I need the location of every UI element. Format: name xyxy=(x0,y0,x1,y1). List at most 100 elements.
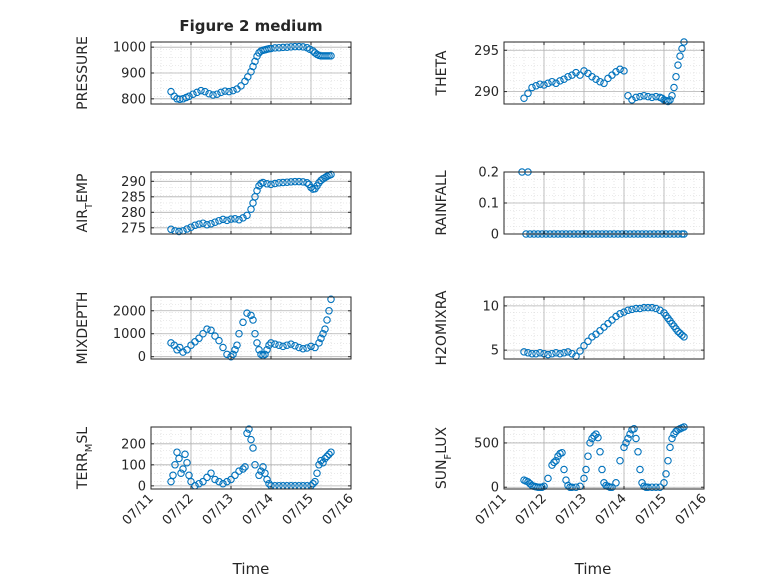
data-point xyxy=(524,349,532,357)
data-point xyxy=(187,223,195,231)
data-point xyxy=(323,452,331,461)
data-point xyxy=(203,220,211,229)
data-point xyxy=(195,479,203,488)
data-point xyxy=(584,337,592,346)
data-point xyxy=(183,225,191,233)
data-point xyxy=(520,94,528,102)
y-tick-label: 0.2 xyxy=(478,166,499,181)
data-point xyxy=(295,177,303,186)
data-point xyxy=(195,220,203,228)
figure-title: Figure 2 medium xyxy=(179,17,322,35)
data-point xyxy=(313,469,321,477)
data-point xyxy=(223,477,231,486)
data-point xyxy=(247,311,255,320)
data-point xyxy=(221,87,229,95)
y-axis-label-part: F xyxy=(443,454,454,460)
data-point xyxy=(524,89,532,98)
data-point xyxy=(552,79,560,88)
data-point xyxy=(211,475,219,484)
data-point xyxy=(552,349,560,357)
data-point xyxy=(532,82,540,90)
data-point xyxy=(592,75,600,83)
data-point xyxy=(291,341,299,350)
data-point xyxy=(588,72,596,81)
y-tick-label: 0.1 xyxy=(478,197,499,212)
y-tick-label: 0 xyxy=(491,481,499,496)
data-point xyxy=(596,77,604,86)
data-point xyxy=(636,92,644,101)
data-point xyxy=(291,177,299,186)
axes-box xyxy=(150,296,352,360)
data-point xyxy=(263,180,271,188)
data-point xyxy=(644,303,652,312)
data-point xyxy=(271,44,279,52)
y-axis-label-part: MIXDEPTH xyxy=(75,292,91,365)
data-point xyxy=(317,456,325,465)
data-point xyxy=(620,67,628,75)
data-series xyxy=(167,295,335,361)
y-axis-label-part: LUX xyxy=(434,426,450,453)
data-point xyxy=(199,477,207,486)
data-point xyxy=(291,42,299,51)
data-point xyxy=(239,465,247,473)
data-point xyxy=(213,90,221,98)
data-point xyxy=(215,477,223,486)
data-point xyxy=(207,469,215,477)
data-point xyxy=(582,465,590,474)
data-point xyxy=(215,336,223,345)
data-point xyxy=(183,346,191,354)
data-point xyxy=(590,432,598,440)
x-axis-label-right: Time xyxy=(574,560,612,578)
data-point xyxy=(548,77,556,86)
data-point xyxy=(239,214,247,222)
data-point xyxy=(211,332,219,340)
data-point xyxy=(321,325,329,333)
data-point xyxy=(283,341,291,349)
data-point xyxy=(267,339,275,347)
data-point xyxy=(624,434,632,443)
data-point xyxy=(287,340,295,348)
data-point xyxy=(327,170,335,179)
data-point xyxy=(303,179,311,187)
y-tick-label: 800 xyxy=(121,92,146,107)
data-series xyxy=(167,170,335,236)
data-point xyxy=(177,469,185,477)
y-tick-label: 10 xyxy=(482,299,499,314)
data-point xyxy=(636,304,644,313)
data-point xyxy=(167,225,175,234)
data-point xyxy=(640,303,648,312)
y-axis-label-part: M xyxy=(84,444,95,453)
data-point xyxy=(540,81,548,89)
y-axis-label-part: T xyxy=(84,202,95,210)
data-point xyxy=(560,465,568,474)
data-point xyxy=(309,479,317,488)
data-point xyxy=(183,458,191,467)
subplot-5: 0 1000 2000 MIXDEPTH xyxy=(75,292,352,365)
y-tick-label: 275 xyxy=(121,221,146,236)
data-point xyxy=(263,475,271,484)
data-point xyxy=(576,347,584,355)
data-point xyxy=(299,178,307,186)
data-point xyxy=(275,341,283,349)
y-axis-label: H2OMIXRA xyxy=(434,290,450,365)
data-point xyxy=(237,82,245,90)
y-tick-label: 200 xyxy=(121,437,146,452)
y-axis-label-part: SL xyxy=(75,427,91,444)
data-point xyxy=(231,215,239,223)
data-point xyxy=(606,483,614,491)
data-point xyxy=(249,444,257,452)
y-axis-label: MIXDEPTH xyxy=(75,292,91,365)
data-point xyxy=(315,461,323,469)
data-point xyxy=(658,94,666,102)
data-point xyxy=(327,448,335,456)
data-point xyxy=(644,92,652,101)
data-point xyxy=(648,303,656,312)
data-point xyxy=(261,350,269,359)
subplot-6: 5 10 H2OMIXRA xyxy=(434,290,705,366)
data-point xyxy=(598,465,606,474)
data-point xyxy=(628,305,636,314)
data-point xyxy=(520,348,528,356)
subplot-4: 0 0.1 0.2 RAINFALL xyxy=(434,166,705,243)
data-point xyxy=(664,456,672,465)
